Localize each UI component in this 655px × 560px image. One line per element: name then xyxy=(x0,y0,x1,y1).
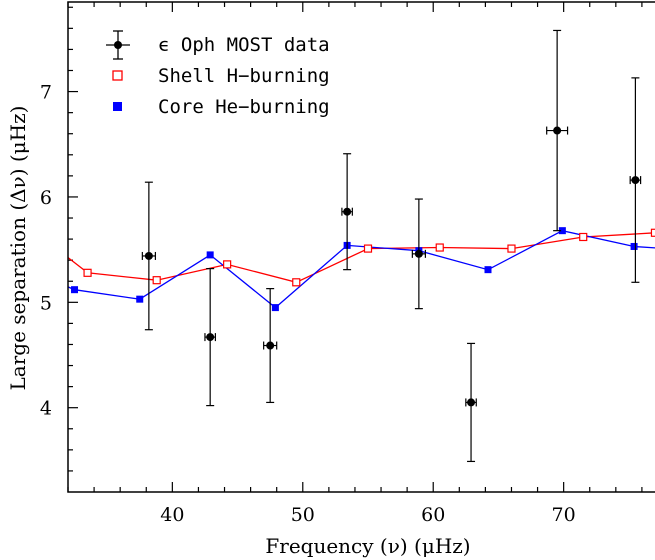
legend-most-marker xyxy=(114,41,122,49)
core-he-burning-line xyxy=(68,230,655,309)
shell-h-burning-point xyxy=(292,278,301,287)
core-he-burning-point xyxy=(630,242,638,250)
most-data-point xyxy=(343,207,352,216)
core-he-burning-point xyxy=(136,295,144,303)
x-tick-label: 50 xyxy=(291,504,315,526)
y-tick-label: 5 xyxy=(40,292,52,314)
axis-ticks: 40 50 60 70 4 5 6 7 xyxy=(40,2,643,526)
core-he-burning-point xyxy=(558,227,566,235)
most-data-point xyxy=(206,333,215,342)
most-data-point xyxy=(467,398,476,407)
shell-h-burning-point xyxy=(152,276,161,285)
legend-label-core: Core He−burning xyxy=(158,96,330,118)
legend: ϵ Oph MOST data Shell H−burning Core He−… xyxy=(106,30,330,118)
legend-item-core: Core He−burning xyxy=(113,96,330,118)
y-tick-label: 7 xyxy=(40,82,52,104)
y-axis-title: Large separation (Δν) (μHz) xyxy=(6,106,30,391)
shell-h-burning-point xyxy=(579,232,588,242)
core-he-burning-point xyxy=(206,251,214,259)
legend-item-most: ϵ Oph MOST data xyxy=(106,30,330,60)
x-tick-label: 60 xyxy=(421,504,445,526)
y-tick-label: 4 xyxy=(40,398,52,420)
most-data-point xyxy=(414,249,423,258)
most-data-point xyxy=(266,341,275,350)
model-lines xyxy=(68,230,655,309)
most-data-point xyxy=(553,126,562,135)
shell-h-burning-point xyxy=(435,243,444,252)
x-tick-label: 40 xyxy=(160,504,184,526)
shell-h-burning-point xyxy=(650,228,655,237)
legend-label-shell: Shell H−burning xyxy=(158,65,330,87)
shell-h-burning-point xyxy=(507,244,516,253)
y-tick-label: 6 xyxy=(40,187,52,209)
core-he-burning-point xyxy=(271,304,279,312)
data-markers xyxy=(71,29,655,463)
shell-h-burning-point xyxy=(223,260,232,269)
core-he-burning-point xyxy=(71,286,79,294)
core-he-burning-point xyxy=(484,266,492,274)
legend-label-most: ϵ Oph MOST data xyxy=(158,34,330,56)
legend-core-marker xyxy=(113,102,122,111)
legend-shell-marker xyxy=(112,70,123,81)
x-tick-label: 70 xyxy=(552,504,576,526)
x-axis-title: Frequency (ν) (μHz) xyxy=(265,534,470,558)
most-data-point xyxy=(144,251,153,260)
plot-frame xyxy=(67,1,655,493)
most-data-point xyxy=(631,176,640,185)
shell-h-burning-point xyxy=(363,244,373,253)
shell-h-burning-point xyxy=(83,268,92,277)
legend-item-shell: Shell H−burning xyxy=(112,65,330,87)
